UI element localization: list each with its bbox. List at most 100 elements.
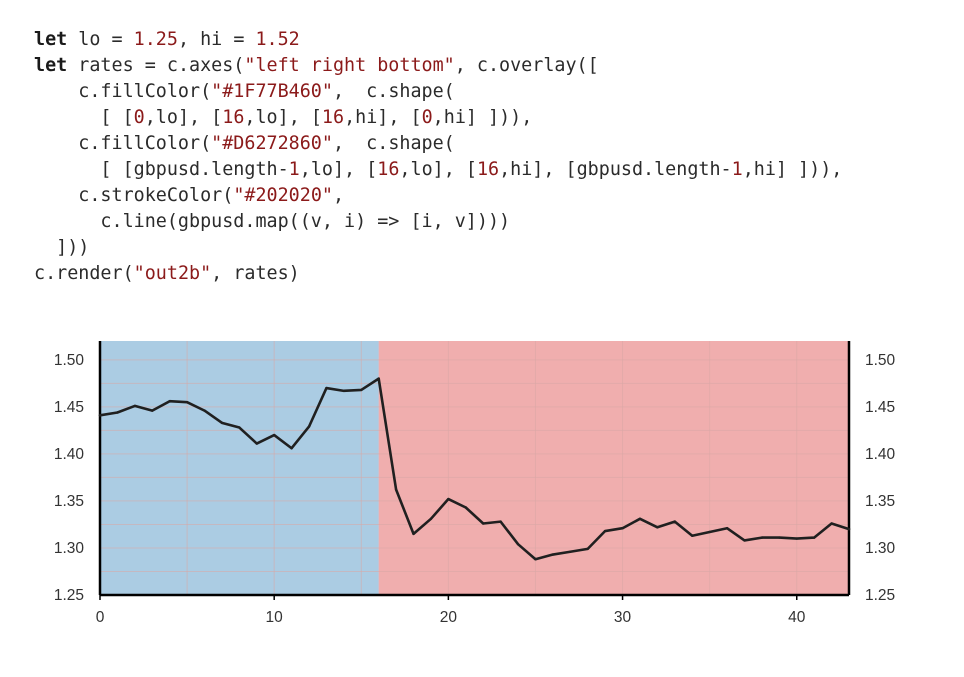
- code-token: ,hi] ])),: [432, 107, 533, 128]
- y-tick-label-right: 1.50: [865, 352, 896, 369]
- y-axis-left-ticks: 1.25 1.30 1.35 1.40 1.45 1.50: [54, 352, 85, 604]
- data-point: [708, 530, 711, 534]
- data-point: [255, 442, 258, 445]
- data-point: [621, 527, 624, 530]
- data-point: [795, 537, 798, 540]
- data-point: [812, 536, 816, 539]
- rates-chart: 1.25 1.30 1.35 1.40 1.45 1.50 1.25 1.30 1.35 1.4…: [54, 341, 896, 626]
- code-token: ,hi], [gbpusd.length-: [499, 159, 732, 180]
- code-token: ,hi] ])),: [742, 159, 843, 180]
- data-point: [482, 522, 485, 525]
- y-axis-right-ticks: 1.25 1.30 1.35 1.40 1.45 1.50: [865, 352, 896, 604]
- code-token: c.fillColor(: [34, 133, 212, 154]
- code-token: ,lo], [: [299, 159, 378, 180]
- y-tick-label-left: 1.35: [54, 493, 84, 510]
- data-point: [656, 526, 659, 529]
- code-token: let: [34, 55, 68, 76]
- y-tick-label-left: 1.45: [54, 399, 84, 416]
- code-token: 1: [731, 159, 743, 180]
- code-token: let: [34, 29, 68, 50]
- x-tick-label: 10: [266, 609, 284, 626]
- code-token: c.render(: [34, 263, 134, 284]
- code-line: c.fillColor("#1F77B460", c.shape(: [34, 79, 842, 105]
- code-line: ])): [34, 235, 842, 261]
- shaded-region: [378, 341, 849, 595]
- code-token: "#D6272860": [211, 133, 333, 154]
- data-point: [743, 539, 746, 542]
- code-token: 16: [476, 159, 500, 180]
- y-tick-label-right: 1.45: [865, 399, 895, 416]
- data-point: [638, 517, 642, 520]
- data-point: [203, 409, 206, 412]
- code-token: lo =: [67, 29, 134, 50]
- code-line: let lo = 1.25, hi = 1.52: [34, 27, 842, 53]
- code-token: ,lo], [: [144, 107, 223, 128]
- data-point: [847, 527, 851, 531]
- y-tick-label-right: 1.40: [865, 446, 896, 463]
- y-tick-label-left: 1.30: [54, 540, 85, 557]
- x-tick-label: 0: [96, 609, 105, 626]
- code-token: 0: [133, 107, 145, 128]
- data-point: [464, 506, 467, 509]
- data-point: [377, 377, 380, 380]
- data-point: [778, 536, 781, 539]
- data-point: [325, 386, 328, 390]
- code-token: ,: [332, 185, 345, 206]
- y-tick-label-left: 1.40: [54, 446, 85, 463]
- code-token: [ [: [34, 107, 134, 128]
- data-point: [691, 534, 694, 537]
- code-token: ,lo], [: [399, 159, 477, 180]
- code-token: 0: [421, 107, 433, 128]
- code-token: , c.overlay([: [454, 55, 599, 76]
- chart-axes: [98, 341, 851, 597]
- code-token: 1.52: [255, 29, 300, 50]
- code-token: c.strokeColor(: [34, 185, 234, 206]
- code-line: [ [0,lo], [16,lo], [16,hi], [0,hi] ])),: [34, 105, 842, 131]
- data-point: [447, 497, 450, 501]
- code-token: ])): [34, 237, 90, 258]
- data-point: [342, 389, 346, 393]
- data-point: [830, 522, 833, 525]
- code-line: c.fillColor("#D6272860", c.shape(: [34, 131, 842, 157]
- code-block: let lo = 1.25, hi = 1.52 let rates = c.ax…: [34, 27, 842, 287]
- code-token: "out2b": [133, 263, 212, 284]
- code-token: 1.25: [133, 29, 178, 50]
- data-point: [360, 388, 363, 392]
- code-token: ,lo], [: [244, 107, 322, 128]
- data-point: [516, 543, 520, 546]
- code-token: rates = c.axes(: [67, 55, 245, 76]
- x-tick-label: 40: [788, 609, 806, 626]
- data-point: [673, 520, 677, 523]
- code-token: , c.shape(: [332, 81, 455, 102]
- code-token: [ [gbpusd.length-: [34, 159, 289, 180]
- data-point: [569, 550, 572, 553]
- code-line: let rates = c.axes("left right bottom", …: [34, 53, 842, 79]
- code-token: , c.shape(: [332, 133, 455, 154]
- data-point: [168, 400, 171, 403]
- data-point: [151, 409, 154, 412]
- y-tick-label-left: 1.25: [54, 587, 84, 604]
- code-token: c.fillColor(: [34, 81, 212, 102]
- data-point: [586, 547, 589, 551]
- code-line: c.line(gbpusd.map((v, i) => [i, v]))): [34, 209, 842, 235]
- data-point: [307, 425, 311, 428]
- data-point: [272, 433, 276, 437]
- y-tick-label-right: 1.25: [865, 587, 895, 604]
- data-point: [185, 400, 189, 404]
- x-axis-ticks: 0 10 20 30 40: [96, 595, 806, 626]
- code-token: 16: [377, 159, 400, 180]
- y-tick-label-right: 1.30: [865, 540, 896, 557]
- code-token: 1: [288, 159, 300, 180]
- data-point: [290, 447, 293, 450]
- data-point: [98, 414, 102, 417]
- data-point: [394, 488, 398, 491]
- data-point: [116, 411, 119, 414]
- y-tick-label-left: 1.50: [54, 352, 85, 369]
- data-point: [603, 529, 607, 533]
- series-line: [98, 377, 851, 561]
- code-token: 16: [321, 107, 345, 128]
- data-point: [725, 527, 729, 530]
- code-token: , rates): [211, 263, 300, 284]
- y-tick-label-right: 1.35: [865, 493, 895, 510]
- shaded-regions: [100, 341, 849, 595]
